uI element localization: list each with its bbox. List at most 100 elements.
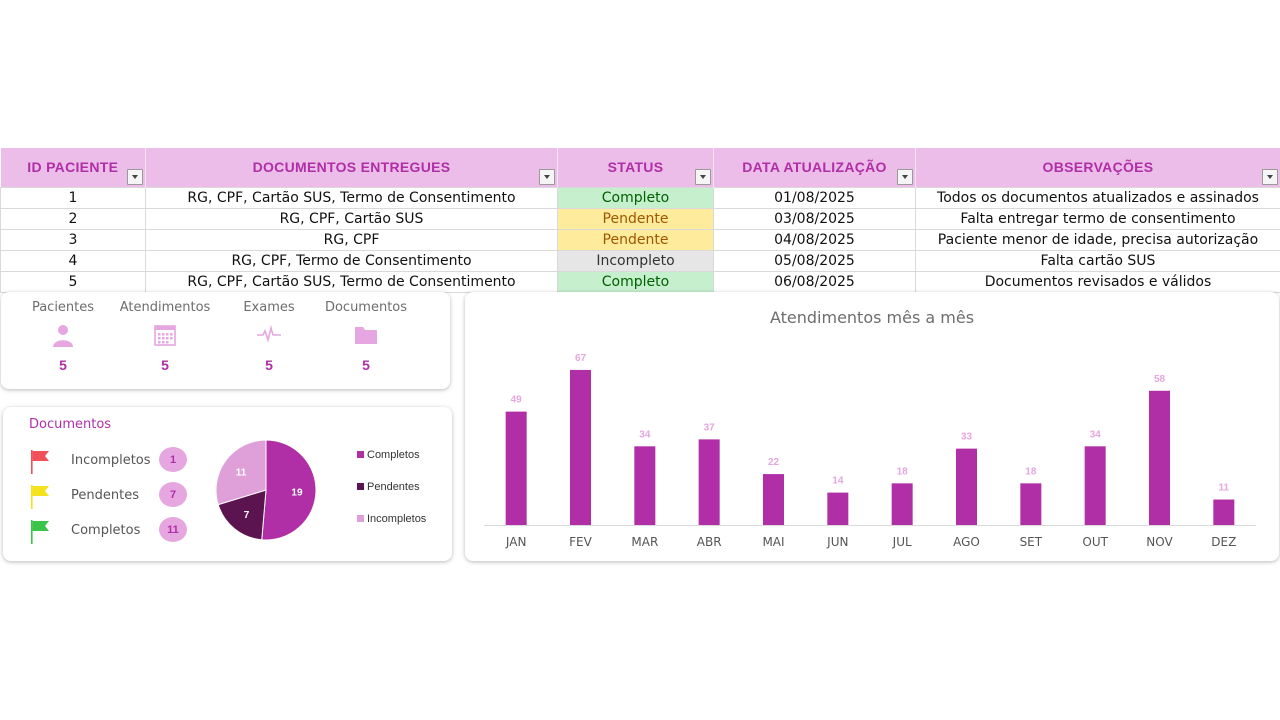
kpi-value: 5 — [161, 357, 169, 373]
filter-dropdown-icon[interactable] — [127, 168, 143, 185]
bar-data-label: 49 — [511, 395, 523, 406]
cell-date[interactable]: 05/08/2025 — [713, 249, 916, 272]
pie-slice-label: 19 — [291, 487, 303, 498]
x-tick-label: NOV — [1146, 535, 1173, 549]
legend-label: Pendentes — [367, 481, 420, 493]
x-tick-label: SET — [1020, 535, 1043, 549]
bar-nov — [1149, 390, 1170, 525]
cell-status[interactable]: Completo — [557, 270, 714, 293]
cell-status[interactable]: Pendente — [557, 228, 714, 251]
kpi-label: Documentos — [324, 300, 408, 315]
table-row: 4 RG, CPF, Termo de Consentimento Incomp… — [0, 249, 1280, 272]
doc-count-badge: 7 — [159, 482, 187, 507]
legend-label: Incompletos — [367, 513, 427, 525]
cell-date[interactable]: 01/08/2025 — [713, 186, 916, 209]
legend-item: Completos — [357, 449, 420, 461]
header-label: DOCUMENTOS ENTREGUES — [252, 159, 451, 176]
folder-icon — [355, 327, 377, 344]
cell-date[interactable]: 03/08/2025 — [713, 207, 916, 230]
patients-table: ID PACIENTE DOCUMENTOS ENTREGUES STATUS … — [0, 148, 1280, 293]
filter-dropdown-icon[interactable] — [1262, 168, 1278, 185]
legend-item: Pendentes — [357, 481, 420, 493]
doc-label: Completos — [71, 523, 141, 538]
table-header-row: ID PACIENTE DOCUMENTOS ENTREGUES STATUS … — [0, 148, 1280, 187]
cell-id[interactable]: 4 — [0, 249, 146, 272]
bar-data-label: 22 — [768, 457, 780, 468]
header-data: DATA ATUALIZAÇÃO — [713, 148, 916, 187]
documentos-card: Documentos Incompletos 1 Pendentes 7 Com… — [3, 407, 452, 561]
kpi-label: Pacientes — [31, 300, 95, 315]
header-id-paciente: ID PACIENTE — [0, 148, 146, 187]
legend-swatch — [357, 450, 364, 458]
documentos-title: Documentos — [29, 417, 112, 432]
cell-obs[interactable]: Documentos revisados e válidos — [915, 270, 1280, 293]
pie-slice-label: 11 — [236, 468, 247, 479]
cell-docs[interactable]: RG, CPF — [145, 228, 558, 251]
cell-id[interactable]: 2 — [0, 207, 146, 230]
cell-status[interactable]: Completo — [557, 186, 714, 209]
legend-label: Completos — [367, 449, 420, 461]
bar-data-label: 33 — [961, 432, 973, 443]
bar-data-label: 18 — [1025, 466, 1037, 477]
cell-id[interactable]: 3 — [0, 228, 146, 251]
x-tick-label: DEZ — [1211, 535, 1236, 549]
kpi-exames: Exames 5 — [219, 300, 319, 373]
filter-dropdown-icon[interactable] — [897, 168, 913, 185]
table-row: 1 RG, CPF, Cartão SUS, Termo de Consenti… — [0, 186, 1280, 209]
flag-icon — [31, 520, 49, 544]
cell-obs[interactable]: Paciente menor de idade, precisa autoriz… — [915, 228, 1280, 251]
kpi-value: 5 — [265, 357, 273, 373]
documentos-pie-chart: 19 7 11 — [215, 439, 317, 541]
doc-row-completos: Completos 11 — [29, 517, 199, 547]
bar-abr — [698, 439, 720, 525]
x-tick-label: ABR — [697, 535, 722, 549]
cell-obs[interactable]: Todos os documentos atualizados e assina… — [915, 186, 1280, 209]
filter-dropdown-icon[interactable] — [539, 168, 555, 185]
cell-id[interactable]: 5 — [0, 270, 146, 293]
bar-jun — [827, 492, 849, 525]
bar-ago — [956, 448, 977, 525]
filter-dropdown-icon[interactable] — [695, 168, 711, 185]
cell-date[interactable]: 06/08/2025 — [713, 270, 916, 293]
header-label: STATUS — [607, 159, 664, 176]
table-row: 5 RG, CPF, Cartão SUS, Termo de Consenti… — [0, 270, 1280, 293]
flag-icon — [31, 485, 49, 509]
cell-status[interactable]: Pendente — [557, 207, 714, 230]
header-label: OBSERVAÇÕES — [1042, 159, 1154, 176]
legend-swatch — [357, 482, 364, 490]
kpi-value: 5 — [362, 357, 370, 373]
cell-docs[interactable]: RG, CPF, Cartão SUS, Termo de Consentime… — [145, 270, 558, 293]
bar-data-label: 34 — [1090, 429, 1102, 440]
table-row: 2 RG, CPF, Cartão SUS Pendente 03/08/202… — [0, 207, 1280, 230]
kpi-label: Exames — [243, 300, 295, 315]
cell-docs[interactable]: RG, CPF, Cartão SUS, Termo de Consentime… — [145, 186, 558, 209]
chart-title: Atendimentos mês a mês — [769, 308, 975, 327]
cell-docs[interactable]: RG, CPF, Termo de Consentimento — [145, 249, 558, 272]
bar-mar — [634, 446, 656, 525]
bar-dez — [1213, 499, 1235, 525]
legend-item: Incompletos — [357, 513, 426, 525]
x-tick-label: MAR — [631, 535, 658, 549]
bar-jan — [505, 411, 527, 525]
cell-date[interactable]: 04/08/2025 — [713, 228, 916, 251]
pie-slice-pendentes — [217, 489, 267, 541]
pie-slice-incompletos — [215, 439, 267, 506]
header-label: DATA ATUALIZAÇÃO — [742, 159, 887, 176]
kpi-value: 5 — [59, 357, 67, 373]
header-documentos: DOCUMENTOS ENTREGUES — [145, 148, 558, 187]
doc-label: Pendentes — [71, 488, 139, 503]
cell-obs[interactable]: Falta entregar termo de consentimento — [915, 207, 1280, 230]
cell-obs[interactable]: Falta cartão SUS — [915, 249, 1280, 272]
kpi-pacientes: Pacientes 5 — [13, 300, 113, 373]
bar-data-label: 11 — [1219, 483, 1230, 494]
x-tick-label: FEV — [569, 535, 592, 549]
doc-count-badge: 1 — [159, 447, 187, 472]
cell-id[interactable]: 1 — [0, 186, 146, 209]
bar-set — [1020, 483, 1042, 525]
heartbeat-icon — [257, 324, 281, 343]
cell-status[interactable]: Incompleto — [557, 249, 714, 272]
legend-swatch — [357, 514, 364, 522]
bar-data-label: 34 — [639, 429, 651, 440]
cell-docs[interactable]: RG, CPF, Cartão SUS — [145, 207, 558, 230]
bar-data-label: 58 — [1154, 374, 1166, 385]
